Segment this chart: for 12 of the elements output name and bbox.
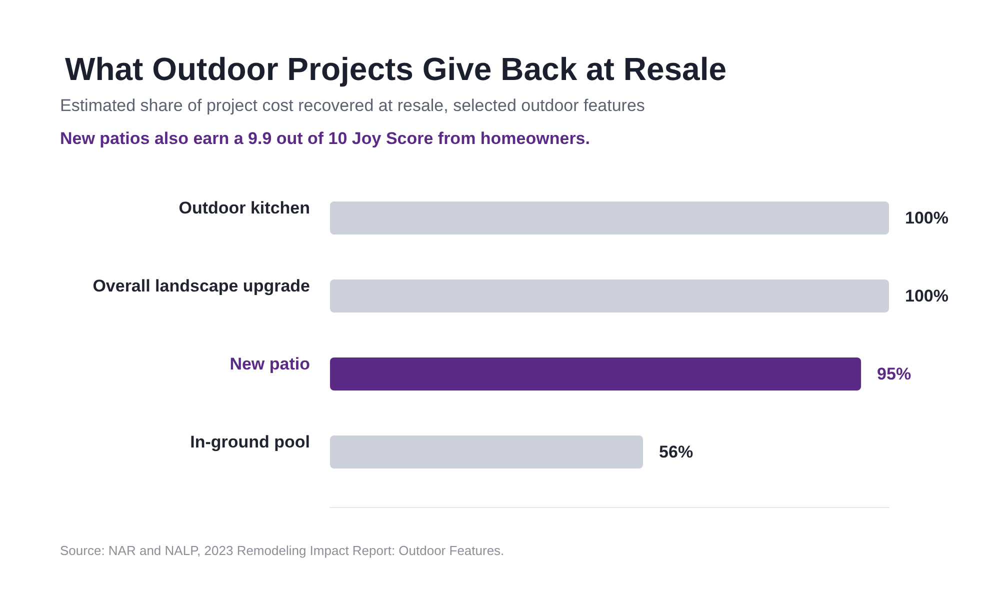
y-tick-label: In-ground pool xyxy=(190,432,310,452)
data-label: 100% xyxy=(905,208,948,228)
source-note: Source: NAR and NALP, 2023 Remodeling Impact Report: Outdoor Features. xyxy=(60,543,504,558)
chart-title: What Outdoor Projects Give Back at Resale xyxy=(65,51,727,87)
y-tick-label: Outdoor kitchen xyxy=(178,198,310,218)
data-label: 100% xyxy=(905,286,948,306)
data-label: 95% xyxy=(877,364,912,384)
data-label: 56% xyxy=(659,442,694,462)
chart-subtitle: Estimated share of project cost recovered at resale, selected outdoor features xyxy=(60,96,645,115)
text: New patios also earn a 9.9 out of 10 Joy Score from homeowners. xyxy=(60,129,590,148)
y-tick-label: Overall landscape upgrade xyxy=(92,276,310,296)
y-tick-label: New patio xyxy=(230,354,310,374)
